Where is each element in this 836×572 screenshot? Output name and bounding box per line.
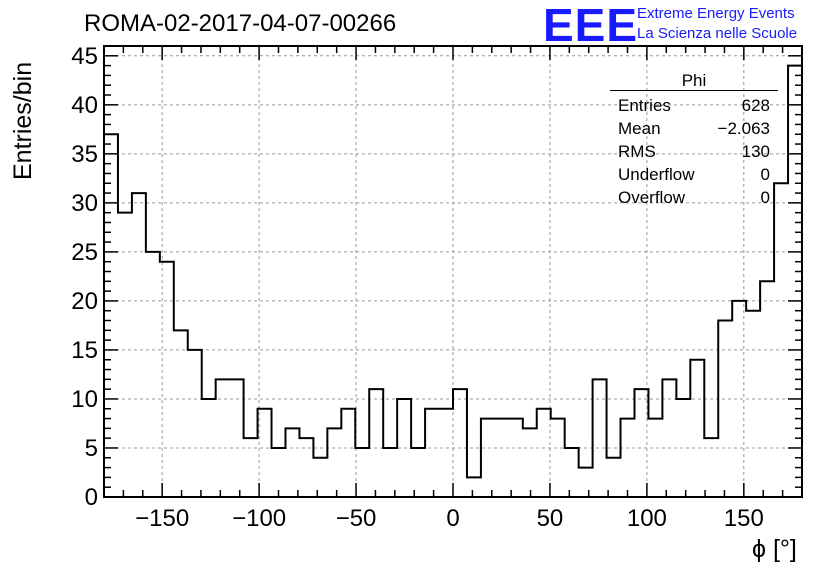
logo-subtitle-2: La Scienza nelle Scuole <box>637 25 798 42</box>
axis-ticks <box>104 46 802 497</box>
stat-value: 0 <box>760 165 770 184</box>
stat-row-mean: Mean −2.063 <box>610 117 778 140</box>
x-tick-label: −100 <box>232 505 286 532</box>
stat-row-rms: RMS 130 <box>610 140 778 163</box>
y-axis-label: Entries/bin <box>9 61 37 180</box>
y-tick-label: 20 <box>71 288 98 315</box>
stats-box: Phi Entries 628 Mean −2.063 RMS 130 Unde… <box>610 72 778 209</box>
stat-value: 628 <box>741 96 770 115</box>
eee-logo: EEE <box>543 0 639 51</box>
stat-label: Overflow <box>618 188 686 207</box>
tick-labels: −150 −100 −50 0 50 100 150 0 5 10 15 20 25 30 35 40 45 <box>71 43 764 532</box>
stat-label: Mean <box>618 119 661 138</box>
y-tick-label: 35 <box>71 141 98 168</box>
y-tick-label: 15 <box>71 337 98 364</box>
y-tick-label: 30 <box>71 190 98 217</box>
histogram-outline <box>104 64 802 479</box>
stat-value: 130 <box>741 142 770 161</box>
stats-title: Phi <box>610 72 778 91</box>
chart-title: ROMA-02-2017-04-07-00266 <box>84 10 397 37</box>
y-tick-label: 0 <box>85 484 98 511</box>
stat-row-underflow: Underflow 0 <box>610 163 778 186</box>
stat-label: Underflow <box>618 165 695 184</box>
x-tick-label: 50 <box>537 505 564 532</box>
y-tick-label: 25 <box>71 239 98 266</box>
x-tick-label: 0 <box>446 505 459 532</box>
x-tick-label: −150 <box>135 505 189 532</box>
stat-row-entries: Entries 628 <box>610 94 778 117</box>
y-tick-label: 10 <box>71 386 98 413</box>
stat-label: Entries <box>618 96 671 115</box>
logo-subtitle-1: Extreme Energy Events <box>637 5 795 22</box>
x-axis-label: ϕ [°] <box>752 535 797 563</box>
stat-value: −2.063 <box>717 119 770 138</box>
y-tick-label: 40 <box>71 92 98 119</box>
x-tick-label: 100 <box>627 505 667 532</box>
y-tick-label: 45 <box>71 43 98 70</box>
y-tick-label: 5 <box>85 435 98 462</box>
plot-frame <box>103 45 803 498</box>
x-tick-label: 150 <box>724 505 764 532</box>
stat-value: 0 <box>760 188 770 207</box>
x-tick-label: −50 <box>336 505 377 532</box>
stat-label: RMS <box>618 142 656 161</box>
stat-row-overflow: Overflow 0 <box>610 186 778 209</box>
